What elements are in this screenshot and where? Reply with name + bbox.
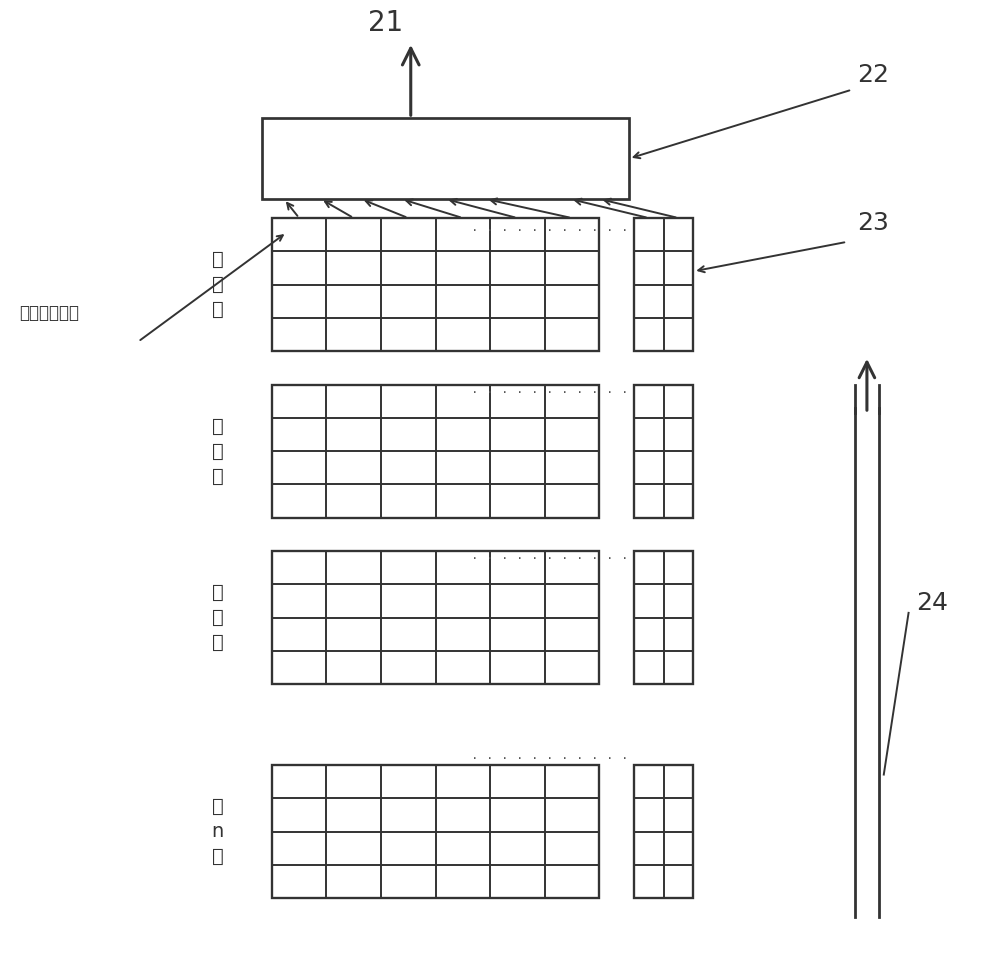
Bar <box>634 218 693 351</box>
Text: 第
一
行: 第 一 行 <box>212 250 223 319</box>
Text: . . . . . . . . . . .: . . . . . . . . . . . <box>471 221 628 234</box>
Text: 第
二
行: 第 二 行 <box>212 417 223 485</box>
Text: . . . . . . . . . . .: . . . . . . . . . . . <box>471 549 628 562</box>
Bar <box>634 385 693 517</box>
Bar <box>272 766 599 898</box>
Text: 第
三
行: 第 三 行 <box>212 583 223 652</box>
Bar <box>634 766 693 898</box>
Bar <box>262 118 629 199</box>
Text: . . . . . . . . . . .: . . . . . . . . . . . <box>471 749 628 762</box>
Text: . . . . . . . . . . .: . . . . . . . . . . . <box>471 383 628 395</box>
Bar <box>272 218 599 351</box>
Text: 22: 22 <box>857 63 889 87</box>
Text: 24: 24 <box>917 591 949 615</box>
Text: 21: 21 <box>368 10 404 37</box>
Bar <box>272 385 599 517</box>
Text: 第
n
行: 第 n 行 <box>211 797 224 866</box>
Bar <box>634 551 693 684</box>
Text: 23: 23 <box>857 211 889 234</box>
Text: 光的传输方向: 光的传输方向 <box>19 304 79 322</box>
Bar <box>272 551 599 684</box>
